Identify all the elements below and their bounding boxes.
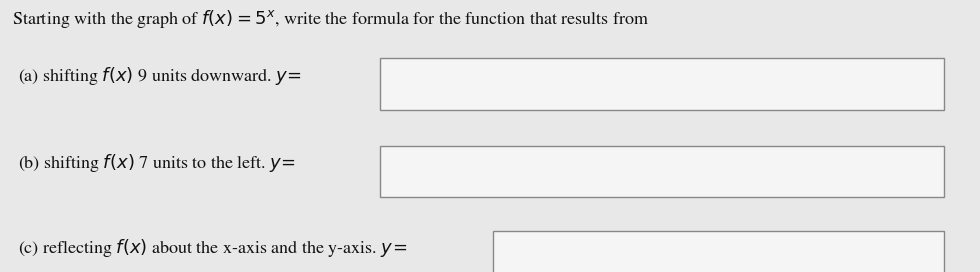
Text: (c) reflecting $\mathit{f}(\mathit{x})$ about the x-axis and the y-axis. $y\!=\!: (c) reflecting $\mathit{f}(\mathit{x})$ … (18, 237, 407, 258)
FancyBboxPatch shape (380, 146, 944, 197)
FancyBboxPatch shape (380, 58, 944, 110)
Text: (a) shifting $\mathit{f}(\mathit{x})$ 9 units downward. $y\!=\!$: (a) shifting $\mathit{f}(\mathit{x})$ 9 … (18, 65, 302, 87)
Text: Starting with the graph of $\mathit{f}(\mathit{x}) = 5^x$, write the formula for: Starting with the graph of $\mathit{f}(\… (12, 8, 649, 30)
Text: (b) shifting $\mathit{f}(\mathit{x})$ 7 units to the left. $y\!=\!$: (b) shifting $\mathit{f}(\mathit{x})$ 7 … (18, 152, 296, 174)
FancyBboxPatch shape (493, 231, 944, 272)
